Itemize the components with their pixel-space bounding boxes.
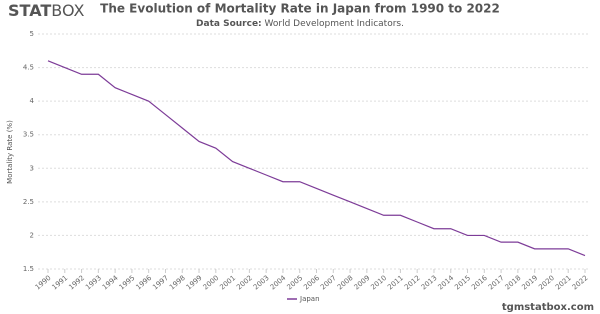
x-tick-label: 1990 — [34, 274, 53, 292]
x-tick-label: 2014 — [437, 274, 456, 292]
x-tick-label: 2001 — [218, 274, 237, 292]
y-tick-label: 5 — [30, 30, 34, 38]
x-tick-label: 2010 — [369, 274, 388, 292]
subtitle-text: World Development Indicators. — [265, 19, 404, 29]
y-tick-label: 2.5 — [23, 198, 34, 206]
x-tick-label: 1995 — [118, 274, 137, 292]
x-tick-label: 1997 — [151, 274, 170, 292]
x-tick-label: 2007 — [319, 274, 338, 292]
x-tick-label: 2015 — [453, 274, 472, 292]
site-url: tgmstatbox.com — [502, 302, 594, 313]
x-tick-label: 2018 — [504, 274, 523, 292]
logo-light: BOX — [51, 1, 84, 20]
x-tick-label: 2003 — [252, 274, 271, 292]
x-tick-label: 2020 — [537, 274, 556, 292]
x-tick-label: 1996 — [134, 274, 153, 292]
y-tick-label: 4.5 — [23, 64, 34, 72]
legend-label: Japan — [299, 295, 320, 303]
y-tick-label: 2 — [30, 231, 34, 239]
y-axis-label: Mortality Rate (%) — [6, 120, 14, 184]
line — [47, 60, 586, 257]
x-tick-label: 2005 — [285, 274, 304, 292]
x-tick-label: 2013 — [420, 274, 439, 292]
x-tick-label: 1992 — [67, 274, 86, 292]
logo: STATBOX — [8, 1, 85, 20]
x-tick-label: 1993 — [84, 274, 103, 292]
x-tick-label: 2004 — [269, 274, 288, 292]
chart-subtitle: Data Source: World Development Indicator… — [196, 19, 404, 29]
y-tick-label: 1.5 — [23, 265, 34, 273]
x-tick-label: 2017 — [487, 274, 506, 292]
y-tick-label: 3 — [30, 164, 34, 172]
x-tick-label: 2008 — [336, 274, 355, 292]
y-tick-label: 4 — [30, 97, 35, 105]
x-tick-label: 2022 — [571, 274, 590, 292]
subtitle-label: Data Source: — [196, 19, 262, 29]
x-tick-label: 2016 — [470, 274, 489, 292]
x-tick-label: 2006 — [302, 274, 321, 292]
x-tick-label: 2012 — [403, 274, 422, 292]
x-tick-label: 2002 — [235, 274, 254, 292]
chart-title: The Evolution of Mortality Rate in Japan… — [100, 2, 500, 16]
x-tick-label: 1991 — [51, 274, 70, 292]
logo-bold: STAT — [8, 1, 51, 20]
x-tick-label: 1998 — [168, 274, 187, 292]
x-tick-label: 2011 — [386, 274, 405, 292]
x-tick-label: 2000 — [202, 274, 221, 292]
y-tick-label: 3.5 — [23, 131, 34, 139]
x-tick-label: 1999 — [185, 274, 204, 292]
x-tick-label: 2009 — [353, 274, 372, 292]
x-tick-label: 2021 — [554, 274, 573, 292]
x-tick-label: 1994 — [101, 274, 120, 292]
x-tick-label: 2019 — [520, 274, 539, 292]
